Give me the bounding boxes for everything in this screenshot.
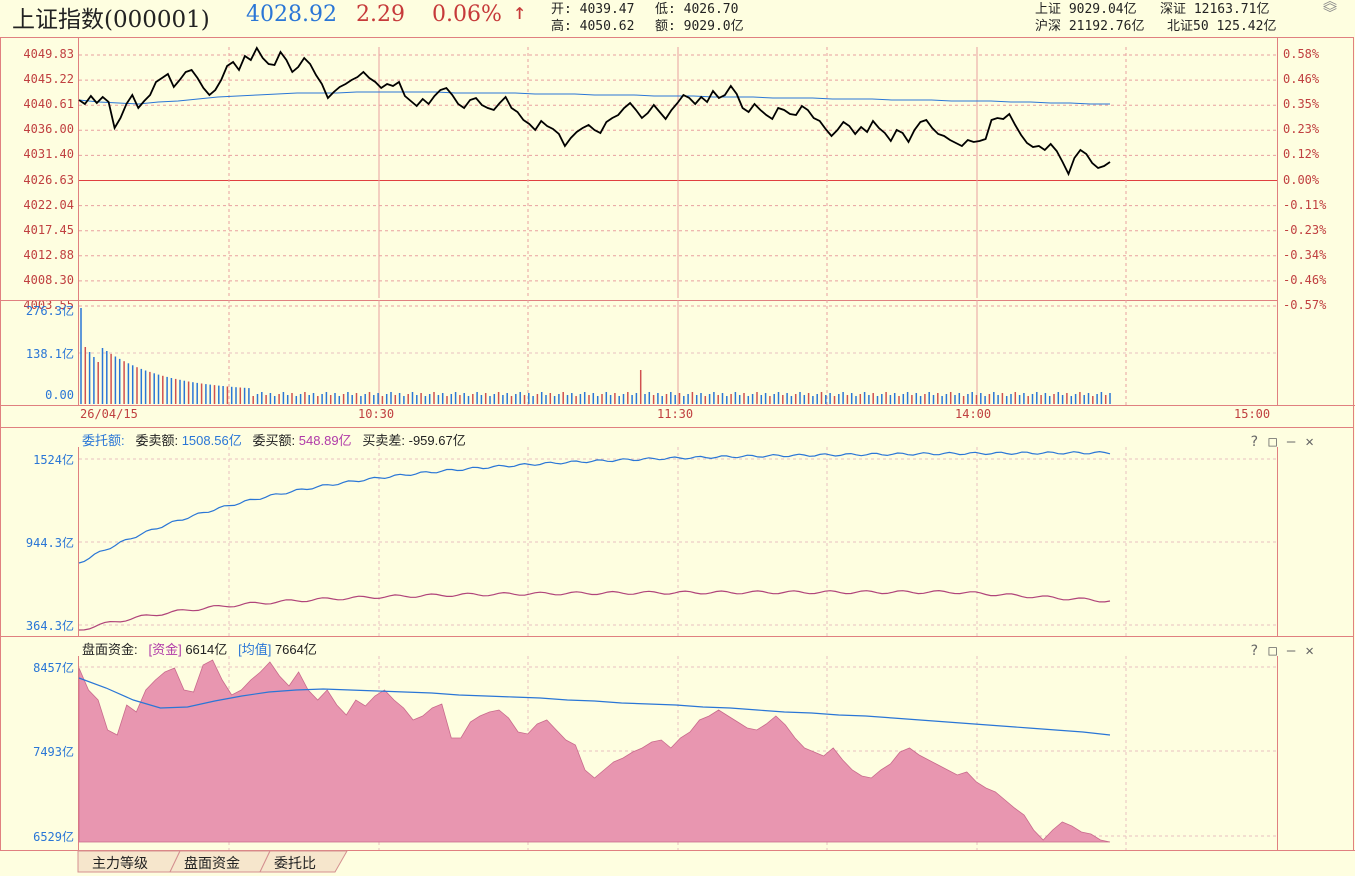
order-panel-border xyxy=(0,427,1354,637)
fund-y-label: 7493亿 xyxy=(33,745,74,759)
price-y-label: 4017.45 xyxy=(23,222,74,237)
sell-value: 1508.56亿 xyxy=(181,433,242,448)
price-y-label: 4049.83 xyxy=(23,47,74,61)
order-y-label: 944.3亿 xyxy=(25,536,74,550)
bz50-turnover: 北证50 125.42亿 xyxy=(1167,19,1277,34)
tab-weituo-shape xyxy=(259,850,348,873)
pct-y-label: -0.57% xyxy=(1283,298,1327,312)
fund-panel-controls: ? □ — ✕ xyxy=(1240,640,1314,659)
sell-order-line xyxy=(78,450,1111,564)
order-y-label: 364.3亿 xyxy=(25,619,74,633)
pct-y-label: 0.46% xyxy=(1283,72,1320,87)
price-y-label: 4026.63 xyxy=(23,172,74,187)
pct-y-label: 0.23% xyxy=(1283,122,1320,137)
order-panel-controls: ? □ — ✕ xyxy=(1240,431,1314,450)
close-icon[interactable]: ✕ xyxy=(1305,643,1314,659)
price-grid xyxy=(79,47,1277,405)
pct-y-label: -0.46% xyxy=(1283,272,1327,287)
maximize-icon[interactable]: □ xyxy=(1268,434,1277,450)
time-label: 11:30 xyxy=(657,407,694,421)
avg-value: 7664亿 xyxy=(274,642,317,657)
turnover-amount: 额: 9029.0亿 xyxy=(655,19,744,34)
open-price: 开: 4039.47 xyxy=(551,2,635,17)
index-title: 上证指数(000001) xyxy=(12,7,210,33)
price-change-pct: 0.06% xyxy=(432,2,502,27)
sell-label: 委卖额: xyxy=(135,433,182,448)
sz-turnover: 深证 12163.71亿 xyxy=(1160,2,1270,17)
buy-value: 548.89亿 xyxy=(298,433,352,448)
order-legend: 委托额: 委卖额: 1508.56亿 委买额: 548.89亿 买卖差: -95… xyxy=(82,430,466,449)
order-legend-title: 委托额: xyxy=(82,433,125,448)
price-y-label: 4040.61 xyxy=(23,97,74,112)
minimize-icon[interactable]: — xyxy=(1286,434,1296,450)
buy-order-line xyxy=(78,589,1111,631)
price-y-label: 4031.40 xyxy=(23,147,74,162)
minimize-icon[interactable]: — xyxy=(1286,643,1296,659)
buy-label: 委买额: xyxy=(252,433,299,448)
collapse-arrows-icon[interactable]: ︽ ︾ xyxy=(1323,0,1337,22)
fund-value: 6614亿 xyxy=(185,642,228,657)
fund-average-line xyxy=(78,677,1111,736)
diff-value: 买卖差: -959.67亿 xyxy=(362,433,466,448)
volume-y-label: 0.00 xyxy=(45,388,74,402)
time-label: 10:30 xyxy=(358,407,395,421)
pct-y-label: -0.11% xyxy=(1283,197,1327,212)
fund-legend: 盘面资金: [资金] 6614亿 [均值] 7664亿 xyxy=(82,639,317,658)
help-icon[interactable]: ? xyxy=(1250,643,1259,659)
order-grid xyxy=(79,447,1277,636)
help-icon[interactable]: ? xyxy=(1250,434,1259,450)
avg-tag: [均值] xyxy=(238,642,272,657)
pct-y-label: 0.35% xyxy=(1283,97,1320,112)
price-y-label: 4022.04 xyxy=(23,197,74,212)
hs-turnover: 沪深 21192.76亿 xyxy=(1035,19,1145,34)
up-arrow-icon: ↑ xyxy=(513,0,527,25)
fund-tag: [资金] xyxy=(148,642,182,657)
pct-y-label: 0.58% xyxy=(1283,47,1320,61)
volume-y-label: 276.3亿 xyxy=(25,304,74,318)
price-y-label: 4036.00 xyxy=(23,122,74,137)
price-y-label: 4008.30 xyxy=(23,272,74,287)
order-y-label: 1524亿 xyxy=(33,453,74,467)
fund-area xyxy=(78,659,1111,843)
current-price: 4028.92 xyxy=(246,2,337,27)
high-price: 高: 4050.62 xyxy=(551,19,635,34)
tab-main-force[interactable]: 主力等级 xyxy=(92,855,148,871)
sh-turnover: 上证 9029.04亿 xyxy=(1035,2,1137,17)
low-price: 低: 4026.70 xyxy=(655,2,739,17)
price-y-label: 4012.88 xyxy=(23,247,74,262)
pct-y-label: -0.34% xyxy=(1283,247,1327,262)
fund-y-label: 8457亿 xyxy=(33,661,74,675)
average-price-line xyxy=(78,91,1110,105)
price-y-label: 4045.22 xyxy=(23,72,74,87)
tab-market-funds[interactable]: 盘面资金 xyxy=(184,855,240,871)
maximize-icon[interactable]: □ xyxy=(1268,643,1277,659)
price-line xyxy=(78,46,1111,177)
price-y-label: 4003.55 xyxy=(23,298,74,312)
time-label: 14:00 xyxy=(955,407,992,421)
pct-y-label: 0.00% xyxy=(1283,172,1320,187)
volume-bars xyxy=(80,308,1111,404)
fund-legend-title: 盘面资金: xyxy=(82,642,138,657)
pct-y-label: -0.23% xyxy=(1283,222,1327,237)
price-change: 2.29 xyxy=(356,2,405,27)
pct-y-label: 0.12% xyxy=(1283,147,1320,162)
fund-y-label: 6529亿 xyxy=(33,830,74,844)
tab-order-ratio[interactable]: 委托比 xyxy=(274,855,316,871)
time-label: 26/04/15 xyxy=(80,407,138,421)
time-label: 15:00 xyxy=(1234,407,1271,421)
close-icon[interactable]: ✕ xyxy=(1305,434,1314,450)
volume-y-label: 138.1亿 xyxy=(25,347,74,361)
